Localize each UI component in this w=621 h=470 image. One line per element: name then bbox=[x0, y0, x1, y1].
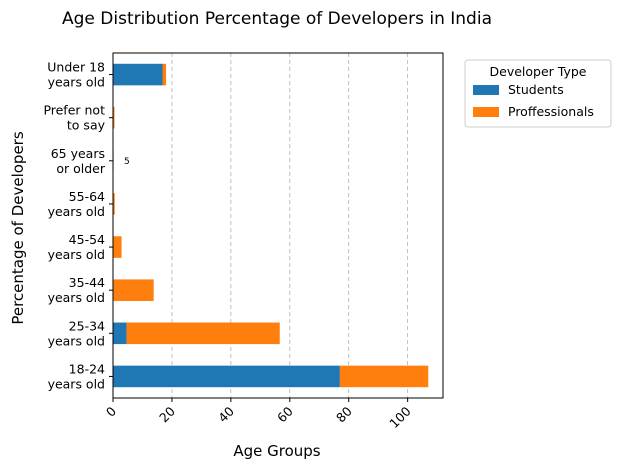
grid-lines bbox=[171, 53, 409, 398]
y-axis-ticks: 18-24 years old 25-34 years old 35-44 years o… bbox=[43, 60, 113, 391]
legend-swatch bbox=[473, 85, 499, 95]
legend: Developer Type Students Proffessionals bbox=[464, 59, 612, 128]
legend-label: Proffessionals bbox=[508, 104, 594, 119]
y-tick-label: 18-24 years old bbox=[48, 361, 105, 391]
y-tick-label: 25-34 years old bbox=[48, 318, 105, 348]
bar-proffessionals bbox=[113, 193, 115, 215]
bar-proffessionals bbox=[339, 365, 429, 388]
x-tick-label: 40 bbox=[215, 403, 237, 425]
bar-proffessionals bbox=[162, 63, 167, 86]
bar-students bbox=[113, 63, 163, 86]
bar-proffessionals bbox=[113, 236, 122, 258]
plot-frame bbox=[112, 52, 444, 399]
y-axis-label: Percentage of Developers bbox=[9, 131, 27, 325]
bar-students bbox=[113, 322, 127, 345]
x-tick-label: 20 bbox=[156, 403, 178, 425]
bar-students bbox=[113, 365, 340, 388]
x-axis-ticks: 0 20 40 60 80 100 bbox=[103, 398, 414, 431]
x-axis-label: Age Groups bbox=[233, 442, 320, 460]
y-tick-label: 65 years or older bbox=[51, 146, 106, 176]
x-tick-label: 100 bbox=[386, 403, 414, 431]
legend-frame bbox=[464, 59, 612, 128]
legend-items: Students Proffessionals bbox=[473, 82, 594, 119]
annotations: 5 bbox=[124, 157, 130, 167]
y-tick-label: 35-44 years old bbox=[48, 275, 105, 305]
y-tick-label: 55-64 years old bbox=[48, 189, 105, 219]
x-tick-label: 60 bbox=[274, 403, 296, 425]
x-tick-label: 80 bbox=[333, 403, 355, 425]
legend-title: Developer Type bbox=[490, 64, 587, 79]
x-tick-label: 0 bbox=[103, 403, 119, 419]
legend-label: Students bbox=[508, 82, 564, 97]
bar-proffessionals bbox=[113, 279, 154, 301]
legend-swatch bbox=[473, 107, 499, 117]
bar-proffessionals bbox=[126, 322, 280, 345]
bars bbox=[113, 63, 429, 388]
data-label: 5 bbox=[124, 157, 130, 167]
chart-title: Age Distribution Percentage of Developer… bbox=[62, 9, 492, 29]
y-tick-label: Under 18 years old bbox=[47, 60, 105, 90]
y-tick-label: 45-54 years old bbox=[48, 232, 105, 262]
y-tick-label: Prefer not to say bbox=[43, 103, 105, 133]
bar-proffessionals bbox=[113, 106, 115, 129]
